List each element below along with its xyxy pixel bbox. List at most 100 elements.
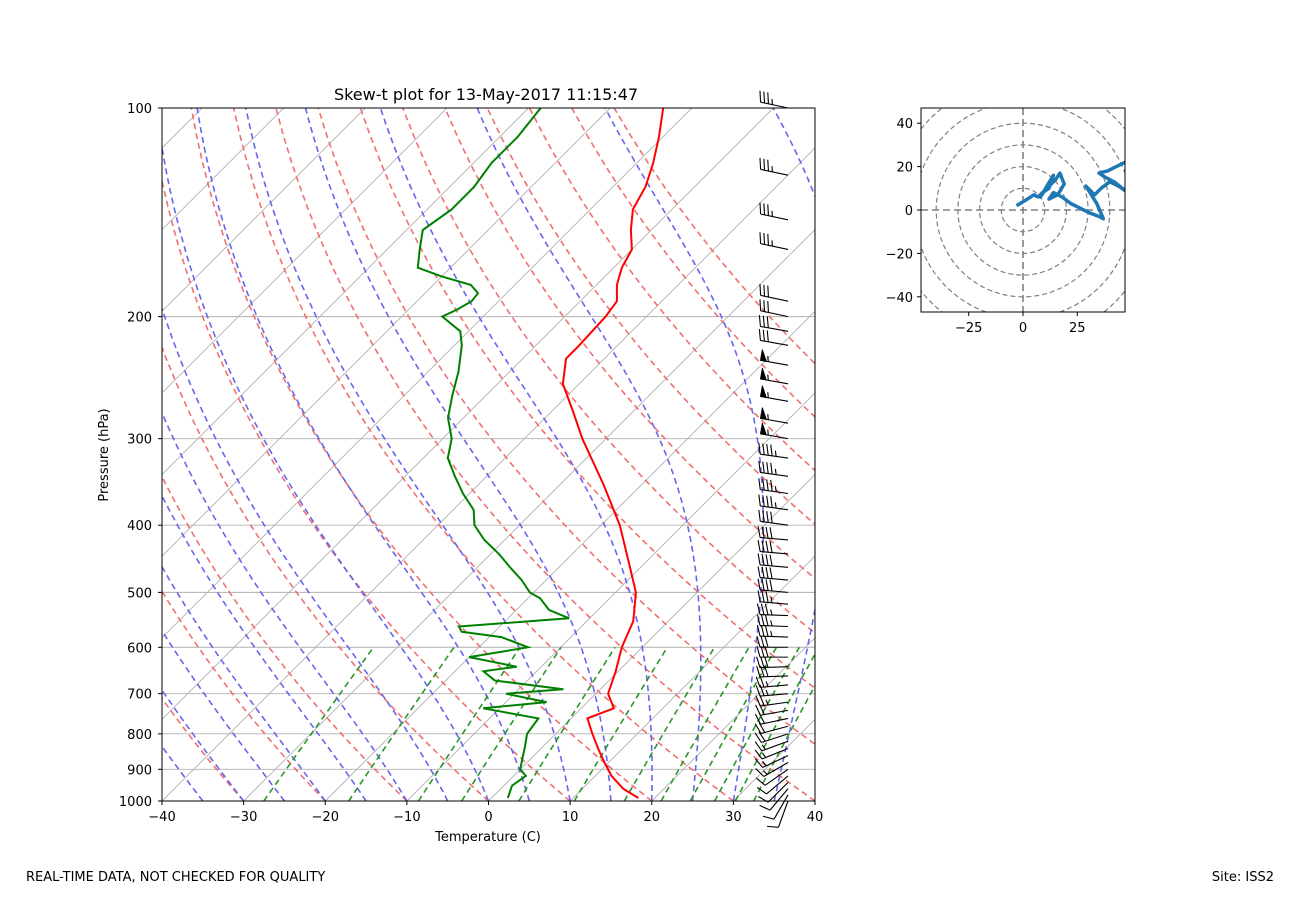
wind-barb-feather — [762, 315, 765, 328]
dry-adiabat — [162, 176, 571, 801]
skewt-plot-area — [162, 108, 815, 801]
wind-barb-feather — [759, 804, 771, 811]
wind-barb-shaft — [761, 733, 789, 744]
wind-barb — [754, 755, 789, 768]
wind-barb — [756, 614, 789, 628]
wind-barb — [758, 315, 789, 332]
wind-barb-half-feather — [765, 689, 769, 696]
wind-barb-half-feather — [767, 392, 769, 398]
dry-adiabat — [359, 108, 815, 690]
wind-barb — [759, 422, 789, 440]
sounding-series — [416, 108, 665, 799]
wind-barb-feather — [761, 590, 765, 603]
wind-barb-shaft — [762, 755, 789, 768]
hodograph-plot-area — [921, 108, 1125, 312]
wind-barb-feather — [763, 91, 766, 104]
wind-barb-feather — [762, 443, 765, 455]
dry-adiabat — [613, 108, 815, 365]
hodo-x-tick-label: 25 — [1069, 321, 1086, 336]
wind-barb-shaft — [760, 520, 789, 526]
wind-barb-half-feather — [770, 630, 773, 637]
wind-barb-feather — [767, 204, 769, 216]
wind-barb-shaft — [760, 725, 789, 734]
moist-adiabat — [604, 108, 765, 801]
y-tick-label: 100 — [127, 102, 152, 117]
wind-barb-feather — [757, 540, 761, 552]
wind-barb — [759, 407, 789, 424]
wind-barb — [756, 636, 788, 648]
mixing-ratio-line — [689, 646, 778, 801]
wind-barb-feather — [757, 578, 761, 591]
hodograph-trace — [1015, 160, 1125, 221]
wind-barb-feather — [756, 624, 761, 637]
wind-barb-shaft — [760, 325, 789, 332]
wind-barb-feather — [764, 636, 769, 648]
wind-barb-shaft — [759, 666, 789, 669]
wind-barb-shaft — [760, 453, 789, 459]
wind-barb-feather — [759, 283, 762, 296]
wind-barb-shaft — [760, 589, 789, 593]
wind-barb-feather — [756, 636, 761, 648]
wind-barb — [758, 329, 789, 346]
dry-adiabat — [162, 345, 490, 801]
wind-barb-feather — [755, 777, 766, 786]
wind-barb-half-feather — [762, 770, 768, 775]
wind-barb-half-feather — [774, 450, 777, 457]
wind-barb-half-feather — [767, 414, 769, 420]
wind-barb — [754, 740, 789, 752]
wind-barb-shaft — [763, 762, 789, 778]
quality-disclaimer: REAL-TIME DATA, NOT CHECKED FOR QUALITY — [26, 870, 326, 885]
wind-barb-shaft — [760, 564, 789, 568]
wind-barb-feather — [763, 158, 766, 171]
wind-barb-feather — [762, 495, 765, 507]
wind-barb — [758, 509, 789, 526]
wind-barb-shaft — [761, 740, 789, 752]
wind-barb-half-feather — [765, 681, 769, 687]
wind-barb-shaft — [760, 601, 789, 605]
background-lines — [162, 108, 815, 801]
isotherm--100 — [162, 108, 366, 312]
isotherm--80 — [162, 108, 529, 476]
isotherm--10 — [406, 392, 815, 801]
moist-adiabat — [476, 108, 702, 801]
wind-barb-flag — [759, 349, 767, 362]
wind-barb-feather — [759, 202, 762, 215]
wind-barb — [758, 781, 789, 803]
chart-title: Skew-t plot for 13-May-2017 11:15:47 — [334, 85, 638, 104]
moist-adiabat — [772, 108, 815, 801]
wind-barb — [756, 624, 789, 638]
isotherm-40 — [814, 800, 815, 801]
dewpoint-profile — [416, 108, 570, 799]
wind-barb-shaft — [760, 709, 789, 716]
wind-barb-shaft — [760, 213, 789, 221]
wind-barb-shaft — [764, 768, 789, 786]
wind-barb-feather — [759, 157, 762, 170]
dry-adiabat — [401, 108, 815, 635]
wind-barb-feather — [759, 676, 765, 688]
wind-barb-feather — [761, 553, 765, 566]
hodograph-line — [1015, 160, 1125, 221]
wind-barb-half-feather — [761, 744, 766, 750]
isotherm--60 — [162, 108, 693, 639]
wind-barb-feather — [770, 511, 773, 524]
mixing-ratio-line — [713, 646, 800, 801]
wind-barb-feather — [761, 526, 765, 538]
wind-barb-shaft — [760, 550, 789, 555]
wind-barb — [758, 461, 789, 477]
wind-barb-feather — [769, 541, 773, 553]
wind-barb-feather — [759, 232, 762, 244]
hodograph-ticks: −25 0 25 −40 −20 0 20 40 — [886, 117, 1086, 336]
site-label: Site: ISS2 — [1211, 870, 1274, 885]
wind-barb-shaft — [760, 471, 789, 477]
y-tick-label: 800 — [127, 728, 152, 743]
x-tick-label: −40 — [148, 810, 175, 825]
mixing-ratio-line — [263, 646, 375, 801]
temperature-profile — [561, 108, 665, 799]
wind-barb-feather — [765, 579, 769, 591]
wind-barb-feather — [756, 656, 761, 668]
wind-barb-half-feather — [770, 609, 773, 616]
wind-barb — [759, 232, 789, 250]
y-tick-label: 700 — [127, 688, 152, 703]
wind-barb-feather — [765, 554, 769, 566]
wind-barb-shaft — [760, 701, 789, 707]
